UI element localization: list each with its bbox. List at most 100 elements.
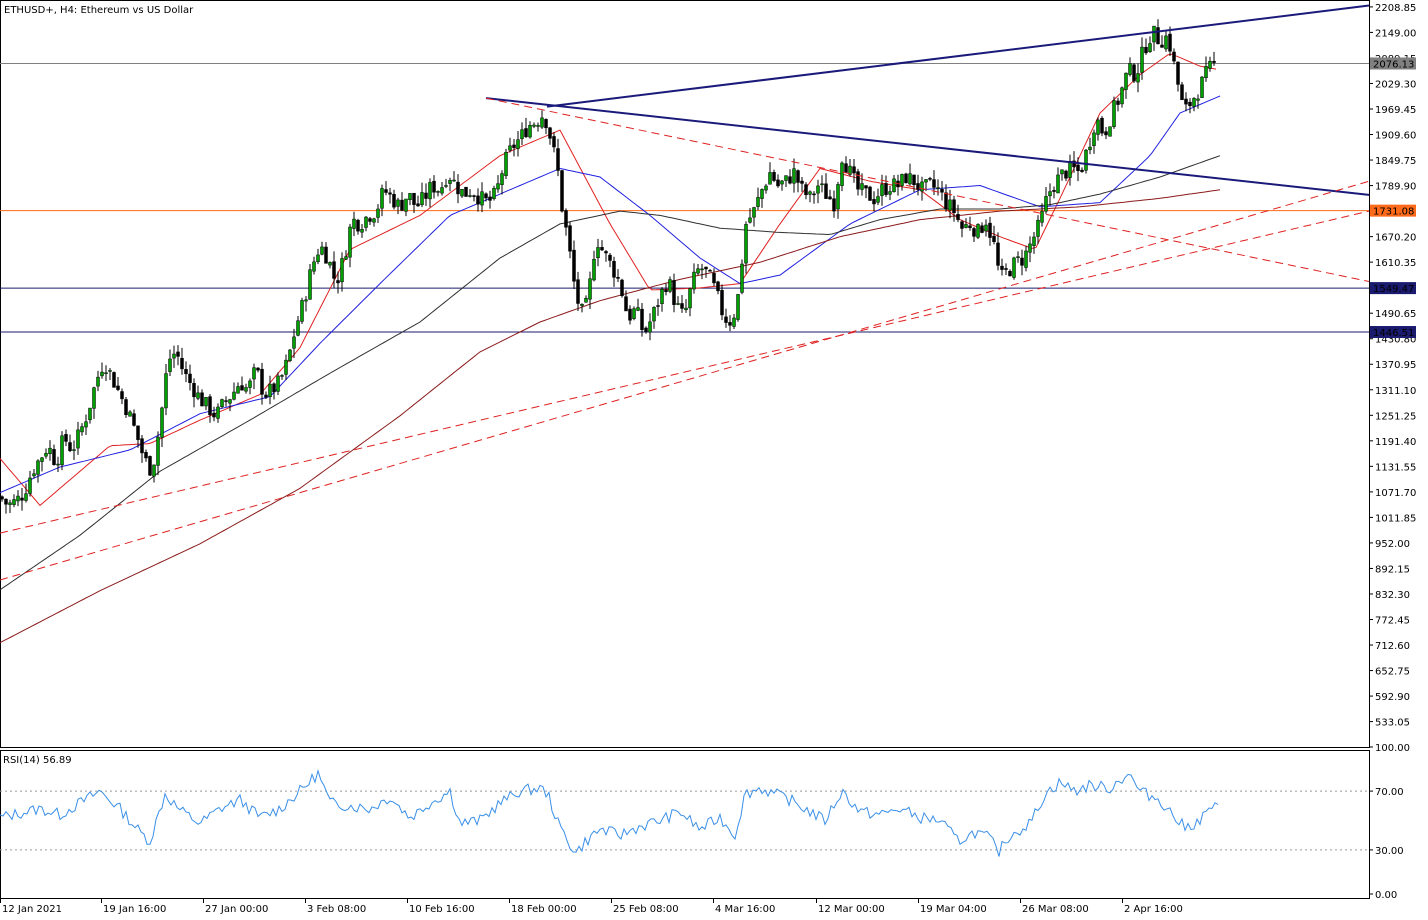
candle-bear bbox=[200, 392, 204, 407]
candle-bull bbox=[792, 168, 796, 184]
candle-bull bbox=[284, 359, 288, 375]
candle-bull bbox=[1084, 149, 1088, 171]
candle-bear bbox=[884, 183, 888, 195]
candle-bear bbox=[904, 173, 908, 184]
rsi-line bbox=[0, 768, 1219, 857]
chart-title: ETHUSD+, H4: Ethereum vs US Dollar bbox=[4, 5, 194, 16]
candle-bear bbox=[940, 188, 944, 193]
candle-bull bbox=[588, 278, 592, 300]
candle-bear bbox=[20, 497, 24, 501]
candle-bull bbox=[1032, 236, 1036, 246]
candle-bull bbox=[76, 429, 80, 449]
candle-bull bbox=[748, 217, 752, 223]
candle-bull bbox=[780, 180, 784, 185]
candle-bear bbox=[960, 221, 964, 229]
candle-bull bbox=[752, 207, 756, 218]
candle-bear bbox=[616, 276, 620, 279]
candle-bear bbox=[68, 442, 72, 452]
y-tick-label: 952.00 bbox=[1375, 539, 1410, 550]
candle-bear bbox=[716, 281, 720, 292]
candle-bull bbox=[396, 199, 400, 207]
candle-bear bbox=[132, 413, 136, 426]
candle-bull bbox=[1128, 63, 1132, 75]
candle-bull bbox=[88, 407, 92, 421]
candle-bull bbox=[352, 218, 356, 229]
candle-bear bbox=[1176, 61, 1180, 85]
y-tick-label: 1251.25 bbox=[1375, 411, 1416, 422]
candle-bear bbox=[4, 498, 8, 505]
candle-bear bbox=[812, 193, 816, 196]
y-tick-label: 1370.95 bbox=[1375, 360, 1416, 371]
y-tick-label: 1969.45 bbox=[1375, 105, 1416, 116]
candle-bear bbox=[324, 246, 328, 264]
candle-bear bbox=[952, 199, 956, 214]
candle-bull bbox=[688, 288, 692, 309]
candle-bull bbox=[648, 321, 652, 333]
candle-bull bbox=[36, 460, 40, 475]
candle-bull bbox=[528, 125, 532, 138]
candle-bull bbox=[880, 184, 884, 196]
candle-bull bbox=[1196, 98, 1200, 101]
candle-bear bbox=[916, 183, 920, 190]
candle-bear bbox=[1000, 265, 1004, 270]
candle-bear bbox=[1100, 117, 1104, 134]
candle-bear bbox=[544, 119, 548, 129]
candle-bull bbox=[1060, 169, 1064, 175]
candle-bear bbox=[272, 383, 276, 393]
x-tick-label: 19 Mar 04:00 bbox=[920, 904, 987, 915]
candle-bear bbox=[864, 185, 868, 189]
candle-bull bbox=[1036, 219, 1040, 237]
candle-bull bbox=[420, 192, 424, 205]
candle-bull bbox=[1192, 98, 1196, 107]
candle-bull bbox=[56, 463, 60, 466]
candle-bull bbox=[480, 191, 484, 206]
candle-bull bbox=[108, 370, 112, 372]
candle-bear bbox=[476, 195, 480, 205]
candle-bull bbox=[28, 477, 32, 494]
candle-bull bbox=[364, 216, 368, 228]
candle-bull bbox=[1120, 87, 1124, 105]
candle-bull bbox=[348, 226, 352, 258]
candle-bull bbox=[732, 317, 736, 327]
y-tick-label: 652.75 bbox=[1375, 667, 1410, 678]
candle-bull bbox=[584, 297, 588, 303]
candle-bull bbox=[344, 256, 348, 260]
candle-bull bbox=[216, 406, 220, 419]
candle-bull bbox=[220, 399, 224, 407]
y-tick-label: 1131.55 bbox=[1375, 462, 1416, 473]
candle-bear bbox=[572, 249, 576, 282]
candle-bear bbox=[1076, 164, 1080, 171]
candle-bull bbox=[820, 183, 824, 186]
y-tick-label: 1011.85 bbox=[1375, 513, 1416, 524]
candle-bull bbox=[760, 189, 764, 199]
candle-bull bbox=[1204, 66, 1208, 78]
candle-bull bbox=[936, 187, 940, 189]
y-tick-label: 592.90 bbox=[1375, 692, 1410, 703]
level-label: 1446.51 bbox=[1373, 328, 1414, 339]
candle-bear bbox=[624, 296, 628, 312]
candle-bull bbox=[372, 218, 376, 223]
candle-bull bbox=[152, 464, 156, 477]
candle-bull bbox=[236, 386, 240, 394]
moving-average-line bbox=[0, 155, 1221, 591]
candle-bull bbox=[32, 473, 36, 477]
rsi-y-tick-label: 0.00 bbox=[1375, 890, 1397, 901]
candle-bull bbox=[520, 129, 524, 139]
candle-bear bbox=[180, 357, 184, 370]
candle-bull bbox=[312, 261, 316, 272]
level-label: 1549.47 bbox=[1373, 284, 1414, 295]
y-tick-label: 2029.30 bbox=[1375, 79, 1416, 90]
candle-bull bbox=[692, 271, 696, 290]
candle-bull bbox=[964, 224, 968, 228]
candle-bull bbox=[1068, 160, 1072, 178]
candle-bull bbox=[860, 183, 864, 190]
candle-bull bbox=[740, 263, 744, 293]
candle-bear bbox=[680, 303, 684, 309]
candle-bull bbox=[1044, 196, 1048, 212]
candle-bull bbox=[660, 288, 664, 304]
rsi-y-tick-label: 30.00 bbox=[1375, 846, 1404, 857]
candle-bull bbox=[1200, 76, 1204, 98]
moving-average-line bbox=[0, 95, 1221, 494]
candle-bear bbox=[336, 280, 340, 284]
candle-bear bbox=[912, 174, 916, 185]
